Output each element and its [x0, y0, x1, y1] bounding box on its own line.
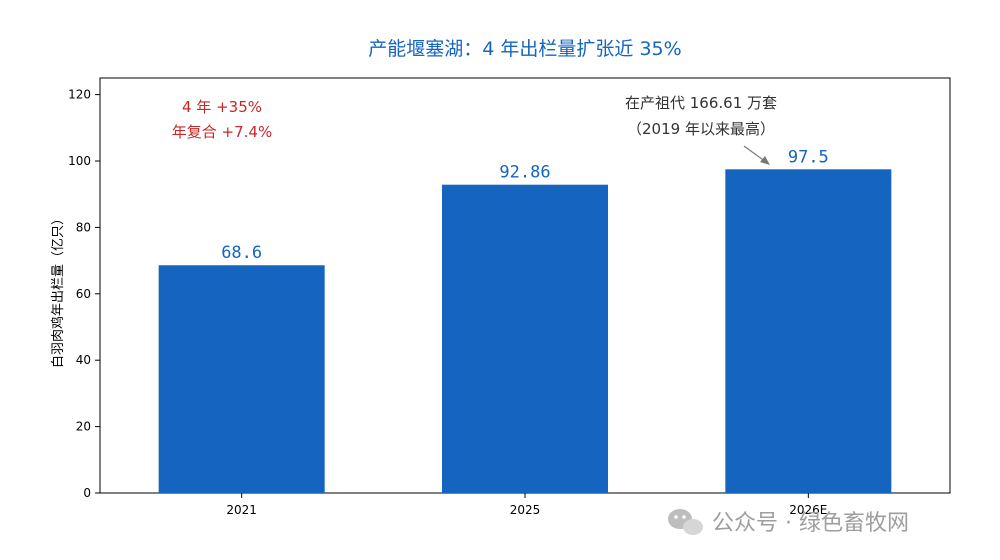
- chart-title: 产能堰塞湖：4 年出栏量扩张近 35%: [368, 38, 681, 60]
- y-tick-label: 60: [76, 287, 91, 301]
- y-axis-label: 白羽肉鸡年出栏量（亿只）: [50, 212, 66, 368]
- bars: [158, 169, 892, 494]
- cagr-annotation-line2: 年复合 +7.4%: [172, 123, 272, 141]
- data-label-2025: 92.86: [499, 163, 550, 183]
- watermark: 公众号 · 绿色畜牧网: [668, 509, 909, 536]
- grandparent-stock-annotation-line2: （2019 年以来最高）: [627, 120, 775, 138]
- annotation-arrow: [743, 145, 770, 165]
- growth-annotation-line1: 4 年 +35%: [182, 98, 262, 116]
- data-labels: 68.6 92.86 97.5: [221, 147, 829, 263]
- y-tick-label: 40: [76, 353, 91, 367]
- y-tick-label: 100: [68, 154, 91, 168]
- bar-2026E: [725, 169, 892, 494]
- y-tick-label: 0: [83, 486, 91, 500]
- y-axis: 0 20 40 60 80 100 120: [68, 88, 100, 500]
- x-tick-label: 2026E: [789, 503, 827, 517]
- y-tick-label: 120: [68, 88, 91, 102]
- data-label-2026E: 97.5: [788, 147, 829, 167]
- y-tick-label: 80: [76, 220, 91, 234]
- x-axis: 2021 2025 2026E: [226, 493, 827, 517]
- bar-2021: [158, 265, 325, 493]
- data-label-2021: 68.6: [221, 243, 262, 263]
- x-tick-label: 2025: [510, 503, 541, 517]
- wechat-icon: [668, 509, 703, 535]
- x-tick-label: 2021: [226, 503, 257, 517]
- watermark-text: 公众号 · 绿色畜牧网: [712, 511, 909, 536]
- bar-2025: [442, 184, 608, 493]
- y-tick-label: 20: [76, 420, 91, 434]
- grandparent-stock-annotation-line1: 在产祖代 166.61 万套: [625, 94, 777, 112]
